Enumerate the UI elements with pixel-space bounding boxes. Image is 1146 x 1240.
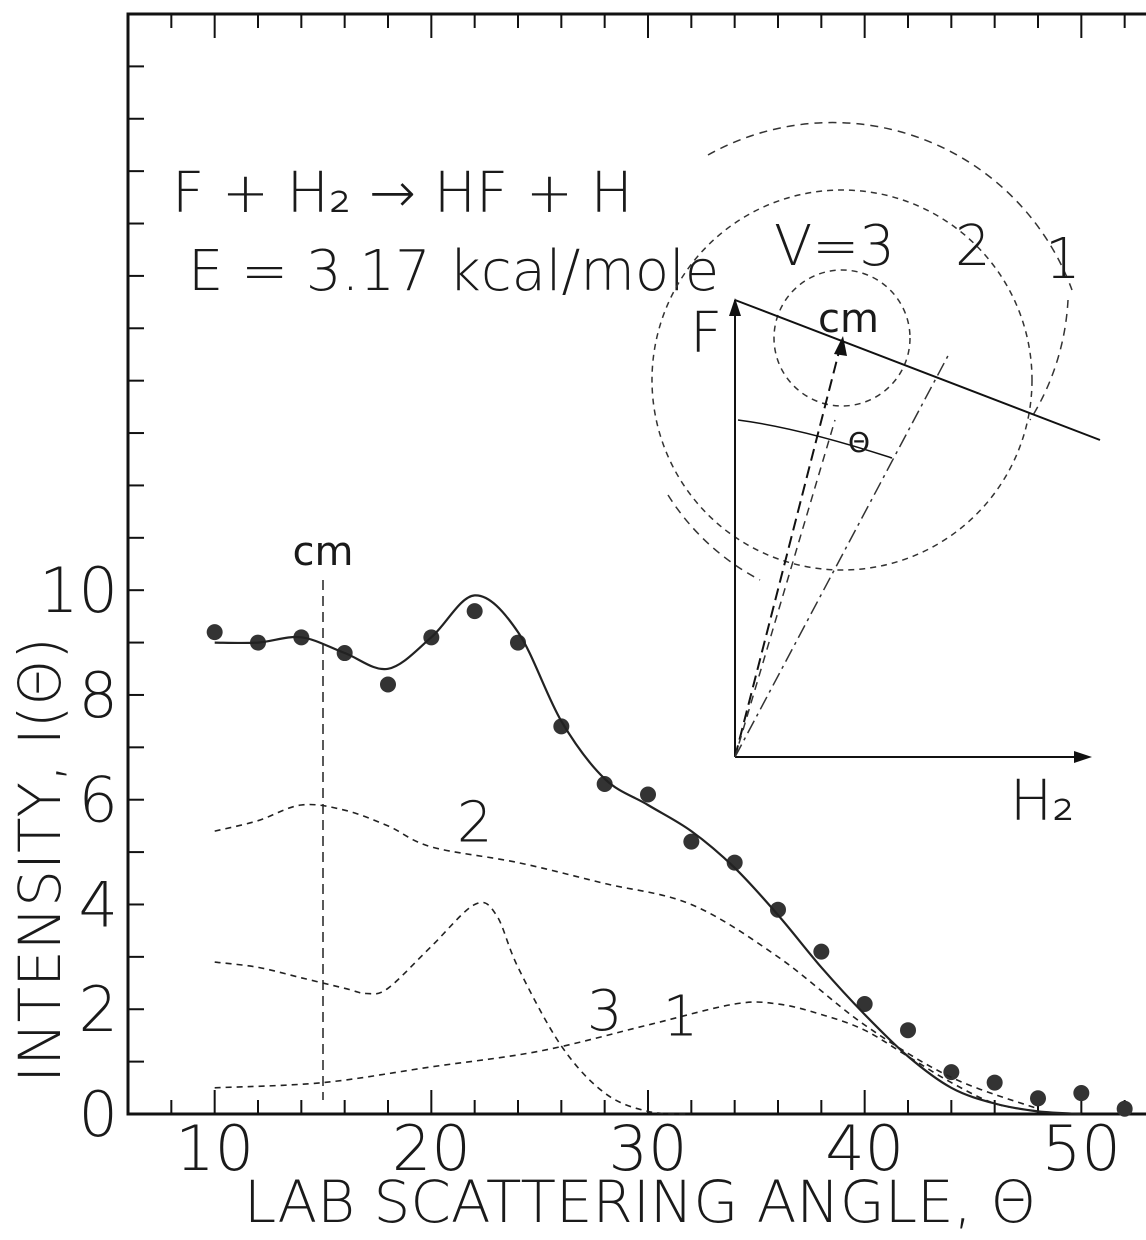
series-line-3 — [214, 901, 692, 1115]
inset-cm-vector — [734, 339, 843, 758]
data-point — [596, 776, 613, 792]
inset-dashed-ray — [734, 419, 836, 758]
series-line-2 — [214, 803, 1039, 1110]
y-tick-label: 2 — [79, 973, 118, 1046]
axis-ticks — [127, 13, 1126, 1115]
inset-f-label: F — [690, 301, 722, 366]
x-tick-label: 30 — [609, 1112, 688, 1185]
data-point — [1073, 1085, 1090, 1102]
data-point — [553, 718, 570, 735]
inset-ring-1-label: 1 — [1045, 227, 1081, 292]
series-layer — [206, 594, 1133, 1117]
x-tick-label: 10 — [175, 1112, 254, 1185]
data-point — [856, 996, 873, 1012]
data-point — [770, 901, 786, 918]
reaction-label: F + H₂ → HF + H — [172, 161, 633, 226]
inset-relative-velocity — [734, 299, 1101, 441]
data-point — [813, 943, 830, 960]
inset-cm-arrowhead — [834, 336, 847, 356]
inset-ring-1-lower — [667, 494, 761, 581]
data-point — [466, 603, 483, 620]
series-line-total-fit — [214, 594, 1082, 1116]
x-tick-label: 20 — [392, 1112, 471, 1185]
inset-theta-arc — [737, 419, 893, 459]
series-line-1 — [214, 1001, 1039, 1113]
newton-diagram: Θ V=3 2 1 cm F H₂ — [651, 121, 1101, 834]
inset-ring-2 — [651, 189, 1033, 571]
tick-labels: 10 20 30 40 50 0 2 4 6 8 10 — [39, 554, 1121, 1185]
data-point — [900, 1022, 916, 1039]
y-tick-label: 8 — [79, 659, 118, 732]
data-point — [726, 854, 743, 871]
inset-ring-1-right — [1029, 299, 1069, 421]
data-point — [1030, 1090, 1046, 1107]
inset-h2-arrowhead — [1074, 751, 1092, 763]
y-tick-label: 4 — [79, 868, 118, 941]
cm-marker-label: cm — [293, 529, 354, 575]
energy-label: E = 3.17 kcal/mole — [188, 239, 719, 304]
series-label-2: 2 — [457, 791, 493, 856]
inset-f-arrowhead — [729, 298, 741, 316]
y-tick-label: 0 — [79, 1078, 118, 1151]
x-tick-label: 50 — [1042, 1112, 1121, 1185]
data-point — [206, 624, 223, 641]
data-point — [683, 833, 700, 850]
data-point — [640, 786, 656, 803]
inset-ring-2-label: 2 — [955, 214, 991, 279]
inset-cm-label: cm — [818, 296, 879, 342]
inset-theta-label: Θ — [848, 426, 870, 459]
y-tick-label: 6 — [79, 764, 118, 837]
inset-ring-3 — [773, 269, 911, 407]
y-tick-label: 10 — [39, 554, 118, 627]
inset-h2-label: H₂ — [1010, 769, 1075, 834]
y-axis-title: INTENSITY, I(Θ) — [6, 637, 74, 1083]
x-tick-label: 40 — [825, 1112, 904, 1185]
series-label-3: 3 — [587, 979, 623, 1044]
inset-v3-label: V=3 — [774, 214, 895, 279]
data-point — [986, 1074, 1003, 1091]
data-point — [1116, 1100, 1133, 1117]
inset-dashdot-ray — [734, 351, 951, 758]
x-axis-title: LAB SCATTERING ANGLE, Θ — [244, 1168, 1036, 1236]
data-point — [380, 676, 396, 693]
series-labels: 2 3 1 — [457, 791, 698, 1050]
series-label-1: 1 — [663, 984, 699, 1049]
